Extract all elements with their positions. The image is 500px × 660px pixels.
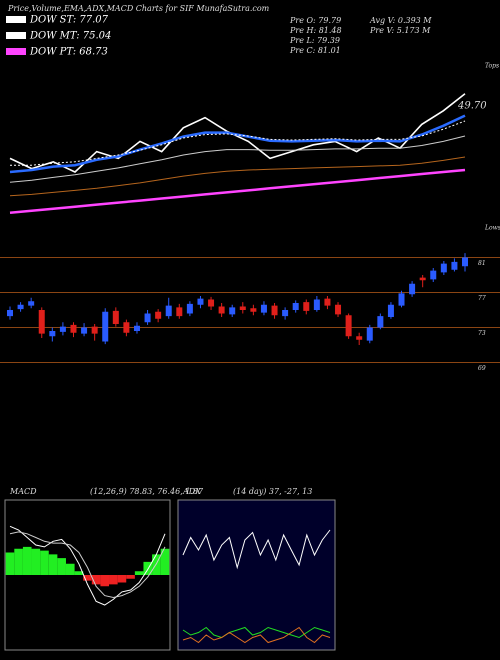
candle-body <box>28 301 35 306</box>
panel-title: ADX <box>182 487 201 496</box>
legend-label: DOW ST: 77.07 <box>29 15 109 26</box>
y-tick-label: 77 <box>478 295 486 302</box>
legend-label: DOW PT: 68.73 <box>29 47 108 58</box>
candle-body <box>292 303 299 310</box>
histogram-bar <box>5 552 15 575</box>
candle-body <box>229 307 236 315</box>
candle-body <box>313 299 320 310</box>
candle-body <box>38 310 45 334</box>
candle-body <box>345 315 352 337</box>
y-tick-label: 81 <box>478 260 486 267</box>
info-label: Pre H: 81.48 <box>289 26 342 35</box>
candle-body <box>440 263 447 273</box>
panel-subtitle: (14 day) 37, -27, 13 <box>233 487 312 496</box>
candle-body <box>49 331 56 337</box>
candle-body <box>451 261 458 270</box>
series-line <box>10 120 466 166</box>
y-tick-label: 73 <box>478 330 486 337</box>
legend-swatch <box>6 32 26 39</box>
candle-body <box>7 310 13 317</box>
series-line <box>182 626 331 644</box>
info-label: Pre O: 79.79 <box>289 16 341 25</box>
legend-label: DOW MT: 75.04 <box>29 31 111 42</box>
histogram-bar <box>109 575 118 585</box>
histogram-bar <box>74 571 84 575</box>
annotation: 49.70 <box>457 100 487 111</box>
series-line <box>9 114 466 174</box>
info-label: Avg V: 0.393 M <box>369 16 432 25</box>
candle-body <box>419 277 426 281</box>
candle-body <box>250 308 257 312</box>
panel-title: MACD <box>9 487 37 496</box>
candle-body <box>335 304 342 315</box>
candle-body <box>462 257 468 267</box>
histogram-bar <box>160 548 170 575</box>
candle-body <box>366 327 373 341</box>
candle-body <box>102 311 109 342</box>
panel-subtitle: (12,26,9) 78.83, 76.46, 1.87 <box>90 487 204 496</box>
histogram-bar <box>31 548 41 575</box>
histogram-bar <box>57 558 66 575</box>
candle-body <box>398 293 405 306</box>
candle-body <box>59 326 66 332</box>
histogram-bar <box>126 575 135 579</box>
y-tick-label: 69 <box>478 365 486 372</box>
histogram-bar <box>134 571 144 575</box>
histogram-bar <box>14 548 23 575</box>
candle-body <box>282 310 289 317</box>
histogram-bar <box>117 575 127 583</box>
candle-body <box>165 305 172 317</box>
histogram-bar <box>40 550 49 575</box>
histogram-bar <box>91 575 101 585</box>
candle-body <box>133 325 140 331</box>
candle-body <box>218 306 225 314</box>
histogram-bar <box>83 575 92 581</box>
series-line <box>9 168 466 215</box>
histogram-bar <box>22 546 32 575</box>
candle-body <box>303 302 310 311</box>
info-label: Pre V: 5.173 M <box>369 26 431 35</box>
series-line <box>182 626 331 639</box>
candle-body <box>208 299 215 307</box>
candle-body <box>239 306 246 310</box>
page-title: Price,Volume,EMA,ADX,MACD Charts for SIF… <box>7 4 270 13</box>
candle-body <box>186 303 193 314</box>
candle-body <box>324 298 331 306</box>
candle-body <box>112 310 119 324</box>
info-label: Pre C: 81.01 <box>289 46 341 55</box>
candle-body <box>91 326 98 334</box>
histogram-bar <box>100 575 110 587</box>
top-label: Tops <box>485 63 499 70</box>
candle-body <box>430 270 437 280</box>
bottom-label: Lows <box>484 225 500 232</box>
candle-body <box>387 304 394 317</box>
series-line <box>9 531 166 599</box>
series-line <box>9 156 466 197</box>
candle-body <box>409 283 416 295</box>
info-label: Pre L: 79.39 <box>289 36 340 45</box>
candle-body <box>176 307 183 317</box>
candle-body <box>356 336 363 340</box>
panel-bg <box>177 499 336 651</box>
candle-body <box>260 304 267 313</box>
candle-body <box>271 305 278 316</box>
histogram-bar <box>48 554 58 575</box>
candle-body <box>197 298 204 305</box>
candle-body <box>81 327 88 334</box>
histogram-bar <box>65 563 75 575</box>
candle-body <box>155 311 162 319</box>
series-line <box>182 529 331 570</box>
candle-body <box>377 316 384 328</box>
legend-swatch <box>6 48 26 55</box>
candle-body <box>123 322 130 333</box>
candle-body <box>17 304 24 310</box>
candle-body <box>70 324 77 333</box>
legend-swatch <box>6 16 26 23</box>
series-line <box>9 135 466 183</box>
candle-body <box>144 313 151 323</box>
series-line <box>9 525 166 606</box>
